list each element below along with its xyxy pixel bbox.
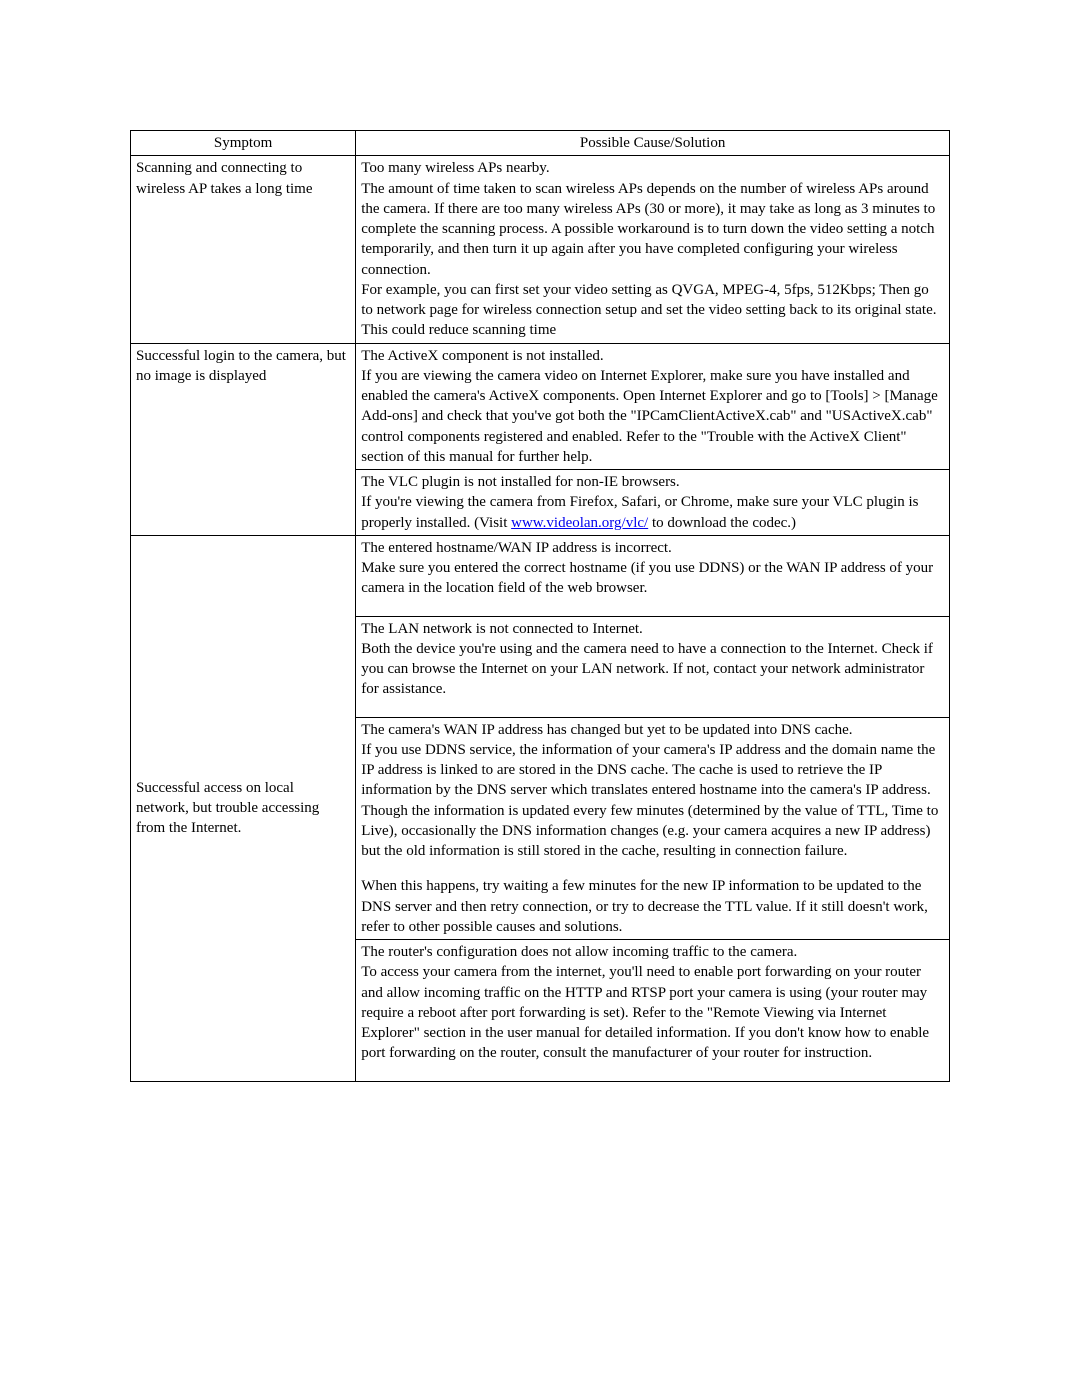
symptom-cell: Successful login to the camera, but no i…	[131, 343, 356, 535]
table-row: Successful login to the camera, but no i…	[131, 343, 950, 470]
cause-title: The router's configuration does not allo…	[361, 944, 797, 960]
cause-cell: The router's configuration does not allo…	[356, 940, 950, 1082]
cause-cell: The entered hostname/WAN IP address is i…	[356, 535, 950, 616]
cause-cell: The LAN network is not connected to Inte…	[356, 616, 950, 717]
cause-paragraph: The amount of time taken to scan wireles…	[361, 181, 935, 278]
table-header-row: Symptom Possible Cause/Solution	[131, 131, 950, 156]
cause-paragraph: Make sure you entered the correct hostna…	[361, 560, 933, 596]
troubleshooting-table: Symptom Possible Cause/Solution Scanning…	[130, 130, 950, 1082]
cause-text-post: to download the codec.)	[648, 515, 796, 531]
vlc-download-link[interactable]: www.videolan.org/vlc/	[511, 515, 648, 531]
cause-title: The entered hostname/WAN IP address is i…	[361, 540, 672, 556]
cause-paragraph: When this happens, try waiting a few min…	[361, 878, 928, 935]
cause-cell: Too many wireless APs nearby. The amount…	[356, 156, 950, 343]
header-cause: Possible Cause/Solution	[356, 131, 950, 156]
cause-title: Too many wireless APs nearby.	[361, 160, 549, 176]
cause-title: The VLC plugin is not installed for non-…	[361, 474, 679, 490]
symptom-text: Successful login to the camera, but no i…	[136, 348, 346, 384]
cause-title: The LAN network is not connected to Inte…	[361, 621, 643, 637]
cause-paragraph: To access your camera from the internet,…	[361, 964, 929, 1061]
cause-paragraph: For example, you can first set your vide…	[361, 282, 936, 339]
cause-paragraph: Both the device you're using and the cam…	[361, 641, 933, 698]
table-row: Successful access on local network, but …	[131, 535, 950, 616]
symptom-text: Successful access on local network, but …	[136, 780, 319, 837]
cause-title: The ActiveX component is not installed.	[361, 348, 603, 364]
header-symptom: Symptom	[131, 131, 356, 156]
cause-cell: The VLC plugin is not installed for non-…	[356, 470, 950, 536]
symptom-text: Scanning and connecting to wireless AP t…	[136, 160, 313, 196]
cause-title: The camera's WAN IP address has changed …	[361, 722, 852, 738]
cause-cell: The camera's WAN IP address has changed …	[356, 717, 950, 940]
symptom-cell: Successful access on local network, but …	[131, 535, 356, 1081]
table-row: Scanning and connecting to wireless AP t…	[131, 156, 950, 343]
cause-paragraph: If you are viewing the camera video on I…	[361, 368, 938, 465]
symptom-cell: Scanning and connecting to wireless AP t…	[131, 156, 356, 343]
cause-paragraph: If you use DDNS service, the information…	[361, 742, 938, 859]
cause-cell: The ActiveX component is not installed. …	[356, 343, 950, 470]
